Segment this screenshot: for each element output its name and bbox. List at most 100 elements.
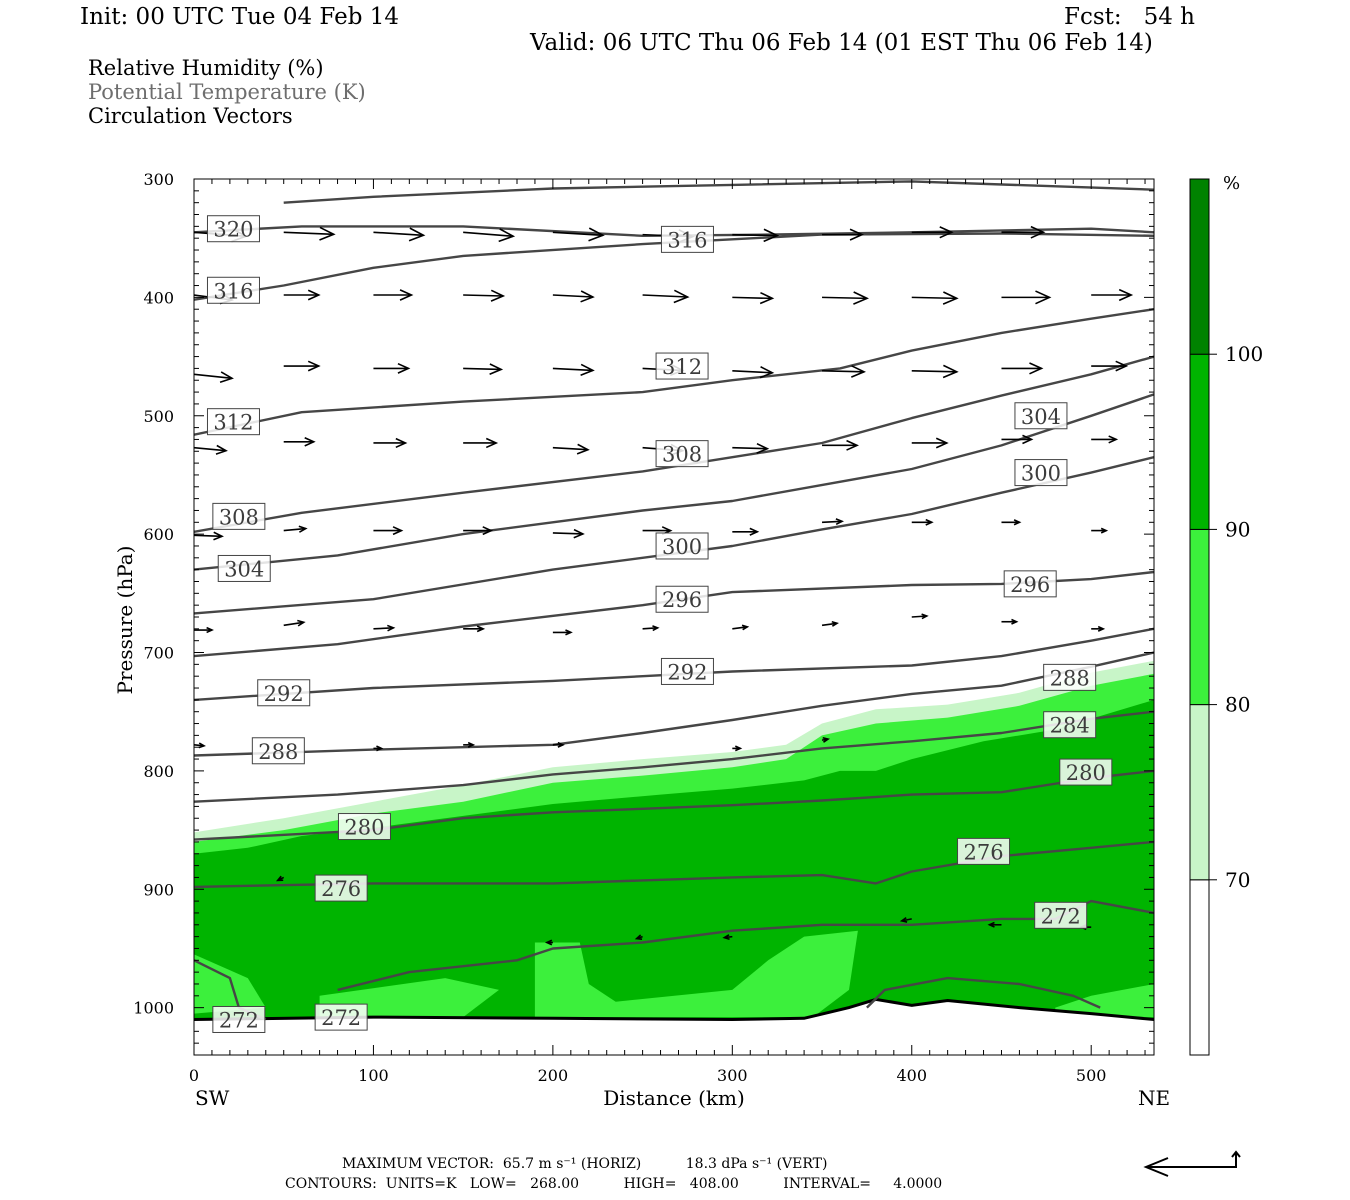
- circulation-vector: [1001, 519, 1022, 526]
- y-tick-label: 600: [143, 525, 174, 544]
- x-tick-label: 400: [896, 1066, 927, 1085]
- circulation-vector: [552, 363, 595, 376]
- theta-label: 276: [314, 874, 368, 902]
- rh-pocket-3: [1055, 984, 1154, 1018]
- circulation-vector: [275, 875, 285, 882]
- svg-text:320: 320: [213, 218, 253, 242]
- svg-text:272: 272: [1041, 904, 1081, 928]
- circulation-vector: [1091, 360, 1129, 372]
- circulation-vector: [463, 228, 516, 243]
- circulation-vector: [1091, 288, 1134, 302]
- circulation-vector: [822, 291, 869, 305]
- x-tick-label: 200: [538, 1066, 569, 1085]
- theta-line-324: [283, 180, 1154, 204]
- circulation-vector: [373, 745, 384, 752]
- circulation-vector: [732, 745, 743, 752]
- theta-label: 280: [1059, 758, 1113, 786]
- circulation-vector: [373, 526, 404, 536]
- circulation-vector: [911, 437, 949, 449]
- theta-label: 304: [1014, 402, 1068, 430]
- x-tick-label: 300: [717, 1066, 748, 1085]
- theta-label: 312: [206, 408, 260, 436]
- forecast-hour-label: Fcst: 54 h: [1064, 4, 1195, 30]
- circulation-vector: [822, 439, 859, 451]
- svg-text:296: 296: [662, 588, 702, 612]
- colorbar-swatch: [1189, 704, 1210, 881]
- theta-line-292: [194, 627, 1154, 702]
- svg-text:272: 272: [321, 1006, 361, 1030]
- circulation-vector: [987, 921, 1002, 928]
- theta-label: 296: [1003, 570, 1057, 598]
- circulation-vector: [732, 366, 775, 379]
- circulation-vector: [899, 917, 912, 923]
- colorbar: 70 80 90 100%: [1189, 173, 1263, 1056]
- svg-text:300: 300: [1021, 462, 1061, 486]
- circulation-vector: [283, 619, 306, 627]
- y-axis-title: Pressure (hPa): [113, 546, 137, 695]
- contours-note: CONTOURS: UNITS=K LOW= 268.00 HIGH= 408.…: [285, 1176, 943, 1192]
- circulation-vector: [821, 518, 844, 526]
- theta-label: 272: [314, 1003, 368, 1031]
- field-name-theta: Potential Temperature (K): [88, 80, 366, 104]
- theta-label: 288: [1043, 663, 1097, 691]
- x-end-label-ne: NE: [1138, 1086, 1170, 1110]
- circulation-vector: [642, 289, 690, 304]
- theta-line-312: [194, 308, 1154, 436]
- svg-text:304: 304: [224, 557, 264, 581]
- theta-line-284: [194, 710, 1154, 803]
- theta-label: 300: [1014, 459, 1068, 487]
- circulation-vector: [822, 228, 864, 241]
- x-tick-label: 100: [358, 1066, 389, 1085]
- circulation-vector: [1091, 625, 1106, 632]
- circulation-vector: [373, 437, 408, 449]
- circulation-vector: [463, 289, 506, 302]
- svg-text:296: 296: [1010, 573, 1050, 597]
- svg-text:272: 272: [219, 1008, 259, 1032]
- svg-text:312: 312: [213, 411, 253, 435]
- theta-line-268: [866, 976, 1101, 1009]
- theta-label: 308: [212, 502, 266, 530]
- y-tick-label: 400: [143, 288, 174, 307]
- circulation-vector: [373, 362, 411, 374]
- theta-label: 280: [337, 813, 391, 841]
- circulation-vector: [194, 531, 224, 541]
- theta-line-316: [194, 232, 1154, 301]
- reference-vector-icon: [1143, 1150, 1241, 1177]
- rh-pocket-2: [534, 930, 858, 1018]
- circulation-vector: [373, 227, 426, 242]
- theta-label: 288: [251, 737, 305, 765]
- colorbar-swatch: [1189, 528, 1210, 706]
- svg-text:308: 308: [219, 505, 259, 529]
- theta-contour-labels: 320 316 316 312 312 308 308 304 304 300 300 296 296 2…: [206, 215, 1113, 1033]
- circulation-vector: [552, 741, 565, 748]
- circulation-vector: [911, 518, 934, 526]
- theta-label: 284: [1043, 711, 1097, 739]
- circulation-vector: [283, 226, 336, 241]
- theta-label: 276: [957, 837, 1011, 865]
- field-name-vectors: Circulation Vectors: [88, 104, 293, 128]
- circulation-vector: [552, 528, 585, 539]
- svg-text:280: 280: [344, 816, 384, 840]
- theta-line-296: [194, 570, 1154, 658]
- max-vector-note: MAXIMUM VECTOR: 65.7 m s⁻¹ (HORIZ) 18.3 …: [342, 1156, 828, 1172]
- circulation-vector: [373, 289, 414, 301]
- y-tick-label: 500: [143, 407, 174, 426]
- svg-text:280: 280: [1066, 761, 1106, 785]
- circulation-vector: [552, 227, 605, 242]
- svg-text:316: 316: [667, 228, 707, 252]
- circulation-vector: [544, 939, 553, 946]
- circulation-vector: [283, 360, 321, 372]
- circulation-vector: [194, 371, 234, 384]
- circulation-vector: [911, 291, 959, 305]
- circulation-vector: [911, 364, 959, 379]
- y-tick-label: 300: [143, 170, 174, 189]
- circulation-vector: [911, 226, 954, 239]
- theta-label: 308: [655, 440, 709, 468]
- colorbar-level-label: 70: [1225, 868, 1250, 892]
- circulation-vector: [1001, 225, 1046, 239]
- svg-text:292: 292: [667, 660, 707, 684]
- circulation-vector: [552, 443, 590, 455]
- theta-label: 272: [1034, 901, 1088, 929]
- svg-text:316: 316: [213, 279, 253, 303]
- circulation-vector: [463, 437, 499, 449]
